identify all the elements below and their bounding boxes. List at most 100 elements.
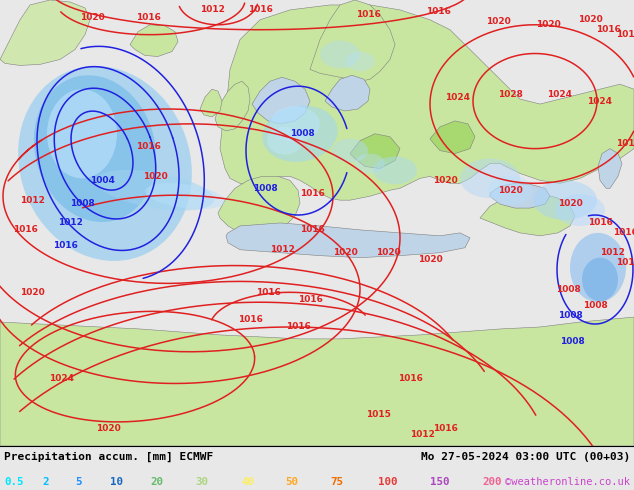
Text: 1020: 1020 [536,20,560,29]
Text: 1016: 1016 [425,7,450,16]
Text: 1012: 1012 [58,219,82,227]
Text: 1012: 1012 [20,196,44,205]
Polygon shape [130,25,178,56]
Text: 1020: 1020 [80,13,105,23]
Text: 1012: 1012 [410,430,434,439]
Text: 1016: 1016 [136,13,160,23]
Text: 10: 10 [110,477,123,487]
Text: 1020: 1020 [418,255,443,264]
Text: 20: 20 [150,477,163,487]
Ellipse shape [267,127,303,154]
Polygon shape [0,317,634,446]
Text: 1024: 1024 [588,97,612,105]
Polygon shape [598,148,622,188]
Text: 1020: 1020 [20,288,44,297]
Text: 200: 200 [482,477,501,487]
Text: 1008: 1008 [70,198,94,208]
Polygon shape [430,121,475,153]
Ellipse shape [332,139,368,163]
Text: 1016: 1016 [297,295,323,304]
Polygon shape [350,134,400,169]
Ellipse shape [18,66,192,261]
Ellipse shape [96,170,214,211]
Text: 1008: 1008 [252,184,278,193]
Text: 1020: 1020 [143,172,167,181]
Ellipse shape [533,180,597,220]
Text: 40: 40 [242,477,255,487]
Ellipse shape [488,175,532,205]
Text: 1008: 1008 [558,311,583,319]
Text: 1016: 1016 [595,25,621,34]
Text: 1016: 1016 [13,225,37,234]
Text: 1020: 1020 [375,248,401,257]
Text: 1024: 1024 [49,374,75,383]
Text: 1008: 1008 [555,285,580,294]
Text: 75: 75 [330,477,343,487]
Text: 1016: 1016 [299,189,325,198]
Text: 1020: 1020 [578,15,602,24]
Ellipse shape [320,41,360,69]
Text: 1008: 1008 [290,129,314,138]
Polygon shape [310,0,395,81]
Text: 1012: 1012 [616,258,634,267]
Text: 30: 30 [195,477,208,487]
Polygon shape [218,176,300,236]
Ellipse shape [47,89,117,178]
Ellipse shape [355,153,385,173]
Polygon shape [325,75,370,111]
Text: 1012: 1012 [200,5,224,14]
Text: Mo 27-05-2024 03:00 UTC (00+03): Mo 27-05-2024 03:00 UTC (00+03) [421,452,630,462]
Text: 1020: 1020 [432,176,457,185]
Text: 1020: 1020 [486,17,510,26]
Text: 1008: 1008 [583,301,607,310]
Ellipse shape [34,75,156,222]
Text: 1012: 1012 [269,245,294,254]
Text: 1015: 1015 [616,30,634,39]
Text: 1016: 1016 [299,225,325,234]
Polygon shape [200,89,222,117]
Polygon shape [0,0,90,65]
Polygon shape [220,5,634,200]
Text: 1016: 1016 [53,241,77,250]
Text: 100: 100 [378,477,398,487]
Text: 1016: 1016 [612,228,634,237]
Text: 1020: 1020 [558,198,583,208]
Polygon shape [252,77,310,124]
Text: 1012: 1012 [600,248,624,257]
Text: 1020: 1020 [498,186,522,195]
Text: 1024: 1024 [548,90,573,98]
Ellipse shape [555,194,605,226]
Ellipse shape [270,106,320,142]
Text: 50: 50 [285,477,298,487]
Text: 5: 5 [75,477,82,487]
Ellipse shape [582,258,618,301]
Polygon shape [226,223,470,258]
Polygon shape [215,81,250,131]
Ellipse shape [145,183,224,209]
Text: 1020: 1020 [96,423,120,433]
Ellipse shape [570,233,626,302]
Text: ©weatheronline.co.uk: ©weatheronline.co.uk [505,477,630,487]
Ellipse shape [345,51,375,72]
Text: 1015: 1015 [366,410,391,418]
Text: 1028: 1028 [498,90,522,98]
Text: 1016: 1016 [616,139,634,148]
Text: 1004: 1004 [89,176,115,185]
Ellipse shape [373,157,417,184]
Text: 1016: 1016 [285,322,311,332]
Text: 1008: 1008 [560,337,585,346]
Text: 1016: 1016 [238,315,262,323]
Text: 1016: 1016 [398,374,422,383]
Text: 0.5: 0.5 [4,477,23,487]
Text: 1024: 1024 [446,93,470,101]
Polygon shape [480,193,575,236]
Ellipse shape [262,106,338,162]
Text: 1016: 1016 [356,10,380,20]
Text: Precipitation accum. [mm] ECMWF: Precipitation accum. [mm] ECMWF [4,452,213,462]
Text: 2: 2 [42,477,48,487]
Text: 1020: 1020 [333,248,358,257]
Ellipse shape [460,159,520,198]
Text: 150: 150 [430,477,450,487]
Text: 1016: 1016 [247,5,273,14]
Text: 1016: 1016 [136,142,160,151]
